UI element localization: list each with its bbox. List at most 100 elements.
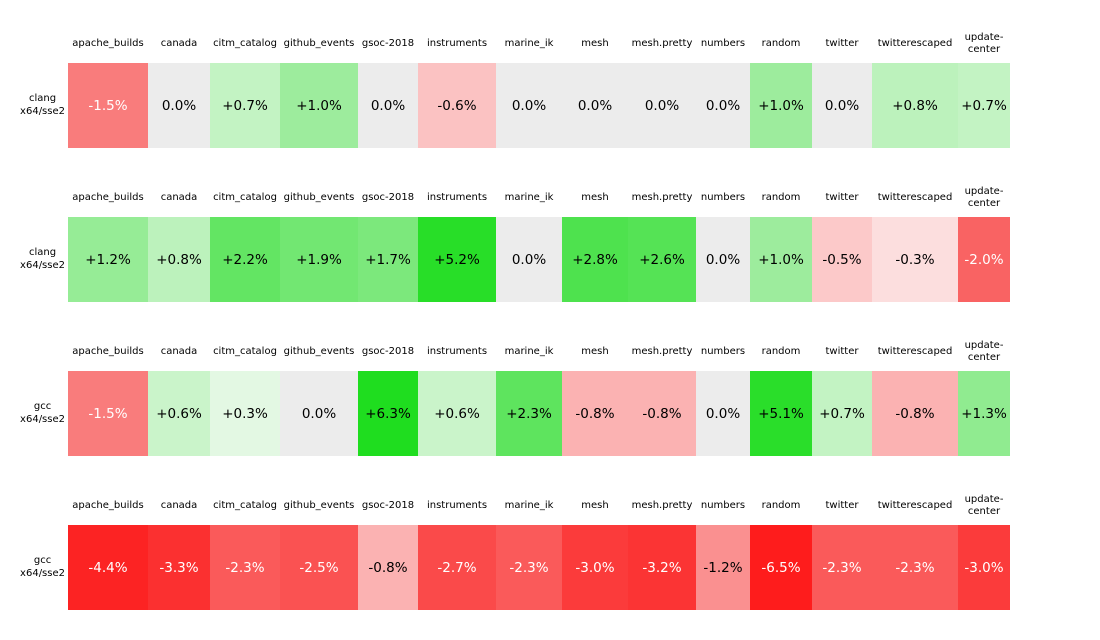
heatmap-cell: -4.4% xyxy=(68,525,148,610)
column-header: canada xyxy=(160,191,198,203)
corner-spacer xyxy=(0,178,68,217)
heatmap-cell: 0.0% xyxy=(812,63,872,148)
heatmap-cell: +1.0% xyxy=(280,63,358,148)
heatmap-cell: -0.3% xyxy=(872,217,958,302)
column-header: github_events xyxy=(283,37,355,49)
column-header: random xyxy=(761,345,801,357)
row-label-line1: clang xyxy=(28,247,57,258)
column-header: instruments xyxy=(426,499,488,511)
heatmap-cell: 0.0% xyxy=(148,63,210,148)
heatmap-cell: +6.3% xyxy=(358,371,418,456)
column-header: apache_builds xyxy=(72,37,144,49)
heatmap-cell: -1.2% xyxy=(696,525,750,610)
heatmap-cell: -0.8% xyxy=(872,371,958,456)
heatmap-cell: +0.3% xyxy=(210,371,280,456)
row-label-line1: gcc xyxy=(33,401,52,412)
heatmap-cell: +0.6% xyxy=(418,371,496,456)
heatmap-cell: -2.7% xyxy=(418,525,496,610)
column-header: gsoc-2018 xyxy=(361,37,415,49)
column-header: mesh xyxy=(581,191,609,203)
column-header: citm_catalog xyxy=(213,191,277,203)
column-header: update-center xyxy=(964,339,1004,363)
heatmap-cell: -2.3% xyxy=(210,525,280,610)
column-header: mesh xyxy=(581,499,609,511)
heatmap-cell: -0.6% xyxy=(418,63,496,148)
heatmap-block: apache_builds canada citm_catalog github_ev… xyxy=(0,332,1100,456)
column-header: citm_catalog xyxy=(213,499,277,511)
column-header: gsoc-2018 xyxy=(361,345,415,357)
heatmap-cell: +0.7% xyxy=(812,371,872,456)
heatmap-cell: +0.7% xyxy=(958,63,1010,148)
heatmap-cell: 0.0% xyxy=(496,63,562,148)
corner-spacer xyxy=(0,24,68,63)
column-header: marine_ik xyxy=(504,499,554,511)
row-label: gcc x64/sse2 xyxy=(0,371,68,456)
heatmap-cell: +1.0% xyxy=(750,63,812,148)
heatmap-cell: +0.8% xyxy=(872,63,958,148)
column-header: mesh.pretty xyxy=(631,499,693,511)
column-header: numbers xyxy=(700,37,746,49)
column-header: twitterescaped xyxy=(877,499,953,511)
heatmap-cell: -1.5% xyxy=(68,63,148,148)
heatmap-cell: -3.3% xyxy=(148,525,210,610)
heatmap-cell: 0.0% xyxy=(358,63,418,148)
column-header: twitterescaped xyxy=(877,345,953,357)
column-header: twitterescaped xyxy=(877,37,953,49)
row-label-line1: gcc xyxy=(33,555,52,566)
heatmap-cell: -3.0% xyxy=(958,525,1010,610)
column-header: apache_builds xyxy=(72,191,144,203)
column-header: marine_ik xyxy=(504,345,554,357)
heatmap-cell: +5.2% xyxy=(418,217,496,302)
column-header: marine_ik xyxy=(504,37,554,49)
row-label-line2: x64/sse2 xyxy=(20,259,65,271)
column-header: numbers xyxy=(700,499,746,511)
column-header: instruments xyxy=(426,345,488,357)
heatmap-cell: -0.8% xyxy=(358,525,418,610)
column-header: gsoc-2018 xyxy=(361,191,415,203)
heatmap-cell: -0.8% xyxy=(562,371,628,456)
heatmap-cell: -2.3% xyxy=(496,525,562,610)
column-header: github_events xyxy=(283,345,355,357)
column-header: twitterescaped xyxy=(877,191,953,203)
column-header: marine_ik xyxy=(504,191,554,203)
heatmap-cell: +0.7% xyxy=(210,63,280,148)
column-header: mesh.pretty xyxy=(631,37,693,49)
heatmap-block: apache_builds canada citm_catalog github_ev… xyxy=(0,24,1100,148)
heatmap-cell: +5.1% xyxy=(750,371,812,456)
heatmap-cell: +2.2% xyxy=(210,217,280,302)
column-header: github_events xyxy=(283,191,355,203)
column-header: numbers xyxy=(700,345,746,357)
corner-spacer xyxy=(0,486,68,525)
column-header: citm_catalog xyxy=(213,345,277,357)
heatmap-cell: +0.8% xyxy=(148,217,210,302)
heatmap-cell: 0.0% xyxy=(496,217,562,302)
heatmap-cell: -6.5% xyxy=(750,525,812,610)
column-header: canada xyxy=(160,499,198,511)
column-header: update-center xyxy=(964,185,1004,209)
column-header: random xyxy=(761,37,801,49)
heatmap-cell: 0.0% xyxy=(562,63,628,148)
heatmap-cell: +1.2% xyxy=(68,217,148,302)
column-header: canada xyxy=(160,345,198,357)
row-label-line2: x64/sse2 xyxy=(20,413,65,425)
column-header: gsoc-2018 xyxy=(361,499,415,511)
column-header: citm_catalog xyxy=(213,37,277,49)
column-header: instruments xyxy=(426,191,488,203)
column-header: twitter xyxy=(825,191,859,203)
row-label: gcc x64/sse2 xyxy=(0,525,68,610)
column-header: random xyxy=(761,191,801,203)
row-label: clang x64/sse2 xyxy=(0,217,68,302)
column-header: twitter xyxy=(825,37,859,49)
heatmap-cell: -0.8% xyxy=(628,371,696,456)
heatmap-cell: +2.6% xyxy=(628,217,696,302)
heatmap-cell: 0.0% xyxy=(696,371,750,456)
heatmap-cell: +1.7% xyxy=(358,217,418,302)
column-header: github_events xyxy=(283,499,355,511)
row-label-text: gcc x64/sse2 xyxy=(20,555,65,580)
heatmap-cell: 0.0% xyxy=(696,63,750,148)
column-header: apache_builds xyxy=(72,345,144,357)
heatmap-cell: +1.0% xyxy=(750,217,812,302)
column-header: numbers xyxy=(700,191,746,203)
row-label-line1: clang xyxy=(28,93,57,104)
heatmap-cell: -1.5% xyxy=(68,371,148,456)
